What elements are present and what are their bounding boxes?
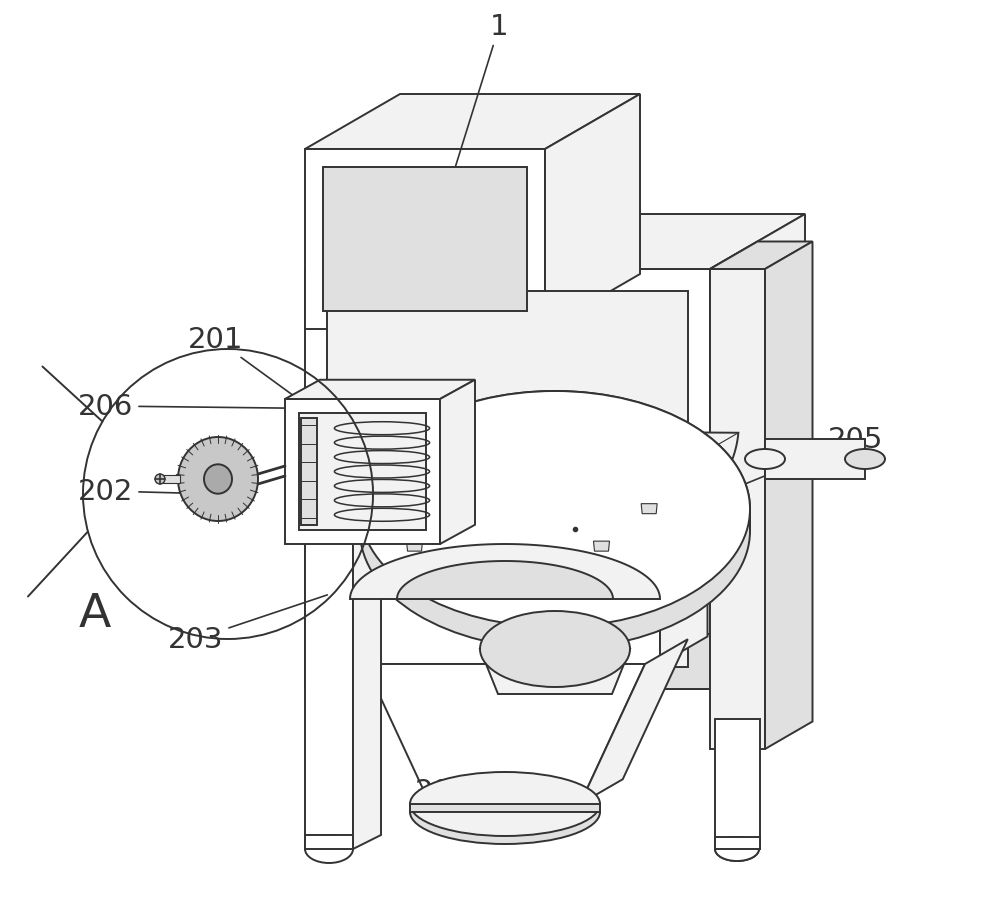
Polygon shape [593, 541, 609, 551]
Text: 205: 205 [588, 426, 883, 548]
Ellipse shape [715, 837, 759, 861]
Ellipse shape [305, 835, 353, 863]
Polygon shape [323, 168, 527, 312]
Ellipse shape [360, 413, 750, 649]
Polygon shape [350, 545, 660, 599]
Polygon shape [397, 561, 613, 599]
Polygon shape [353, 526, 381, 849]
Polygon shape [715, 719, 760, 849]
Ellipse shape [155, 474, 165, 484]
Polygon shape [710, 270, 765, 750]
Ellipse shape [204, 465, 232, 494]
Polygon shape [305, 215, 805, 270]
Ellipse shape [845, 449, 885, 469]
Polygon shape [363, 431, 738, 560]
Polygon shape [765, 243, 812, 750]
Polygon shape [500, 563, 516, 573]
Ellipse shape [715, 837, 759, 861]
Polygon shape [637, 474, 690, 518]
Polygon shape [350, 599, 660, 664]
Ellipse shape [410, 772, 600, 836]
Polygon shape [305, 270, 710, 689]
Polygon shape [715, 837, 760, 849]
Ellipse shape [745, 449, 785, 469]
Polygon shape [359, 504, 375, 514]
Text: 206: 206 [78, 392, 359, 420]
Polygon shape [305, 835, 353, 849]
Ellipse shape [178, 437, 258, 521]
Polygon shape [160, 475, 180, 483]
Text: 202: 202 [78, 477, 215, 505]
Polygon shape [285, 381, 475, 400]
Polygon shape [327, 291, 688, 667]
Polygon shape [641, 504, 657, 514]
Polygon shape [299, 413, 426, 530]
Text: 203: 203 [168, 595, 327, 653]
Polygon shape [410, 804, 600, 836]
Ellipse shape [360, 391, 750, 627]
Polygon shape [305, 150, 545, 329]
Polygon shape [320, 456, 696, 584]
Polygon shape [440, 381, 475, 545]
Polygon shape [765, 439, 865, 480]
Text: A: A [79, 592, 111, 637]
Text: 201: 201 [188, 326, 303, 403]
Polygon shape [407, 541, 423, 551]
Polygon shape [305, 95, 640, 150]
Polygon shape [305, 539, 353, 849]
Polygon shape [305, 526, 381, 539]
Polygon shape [301, 419, 317, 526]
Polygon shape [321, 474, 374, 518]
Polygon shape [350, 572, 708, 599]
Text: 204: 204 [415, 778, 503, 831]
Polygon shape [545, 95, 640, 329]
Polygon shape [710, 243, 812, 270]
Polygon shape [580, 640, 688, 804]
Polygon shape [710, 215, 805, 689]
Polygon shape [365, 664, 645, 804]
Polygon shape [410, 804, 600, 812]
Polygon shape [660, 572, 708, 664]
Ellipse shape [410, 780, 600, 844]
Polygon shape [480, 649, 630, 695]
Polygon shape [360, 391, 750, 531]
Text: 1: 1 [451, 13, 509, 182]
Ellipse shape [480, 612, 630, 687]
Polygon shape [305, 634, 805, 689]
Polygon shape [285, 400, 440, 545]
